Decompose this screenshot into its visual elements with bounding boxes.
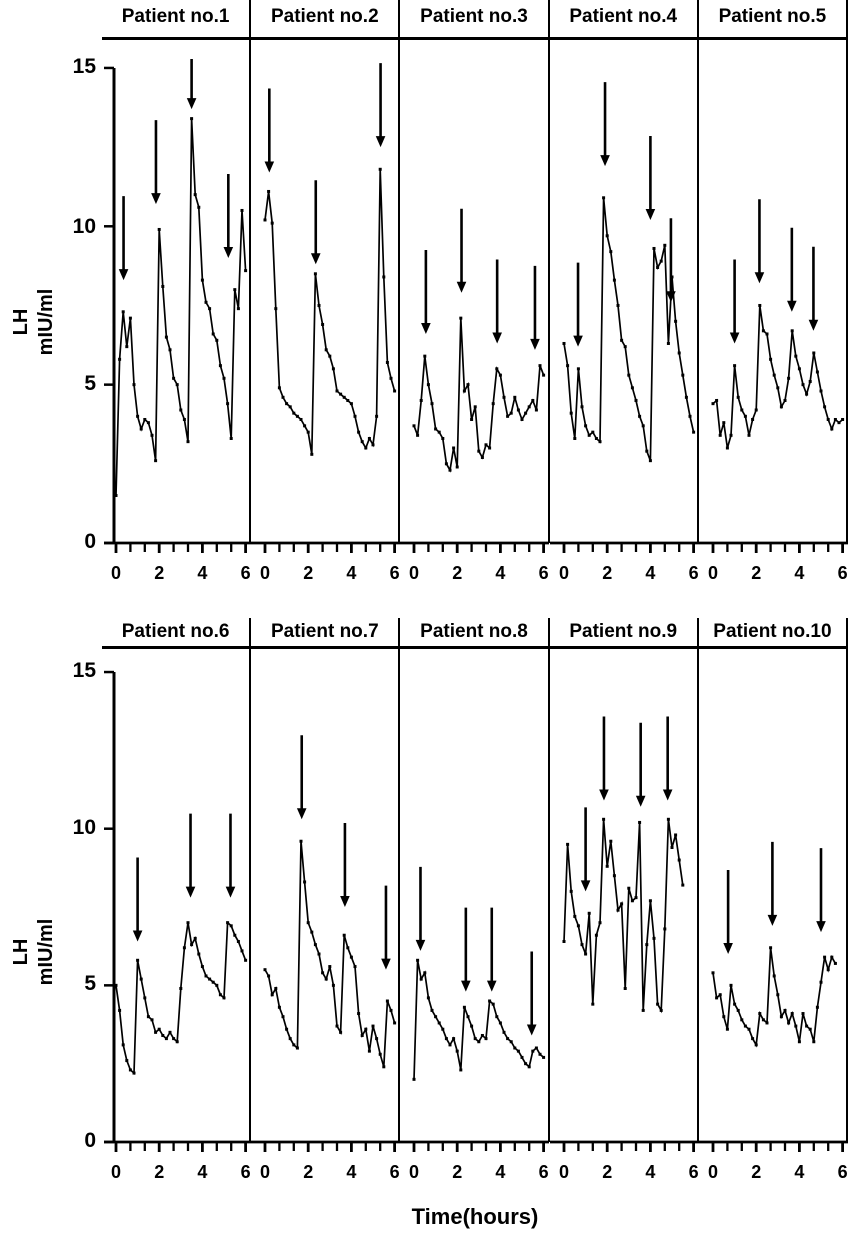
- panel-title: Patient no.6: [121, 621, 230, 642]
- svg-text:2: 2: [453, 563, 463, 583]
- svg-text:4: 4: [496, 563, 506, 583]
- y-tick-label-0-row2: 0: [84, 1129, 96, 1152]
- panel-patient-5: Patient no.5 0 2 4 6: [698, 0, 849, 583]
- lh-plot-patient-2: 0 2 4 6: [251, 63, 401, 583]
- panel-patient-3: Patient no.3 0 2 4 6: [400, 0, 550, 583]
- svg-text:6: 6: [241, 563, 251, 583]
- svg-text:6: 6: [837, 1162, 847, 1182]
- svg-text:4: 4: [645, 563, 655, 583]
- svg-text:2: 2: [154, 1162, 164, 1182]
- y-axis-title-row2: LH mIU/ml: [9, 867, 73, 1037]
- lh-plot-patient-7: 0 2 4 6: [251, 735, 401, 1182]
- svg-text:0: 0: [708, 1162, 718, 1182]
- svg-text:6: 6: [688, 1162, 698, 1182]
- panel-patient-2: Patient no.2 0 2 4 6: [251, 0, 401, 583]
- svg-text:6: 6: [390, 1162, 400, 1182]
- svg-text:0: 0: [409, 563, 419, 583]
- svg-text:0: 0: [111, 563, 121, 583]
- y-tick-label-5-row1: 5: [84, 372, 96, 395]
- svg-text:2: 2: [751, 1162, 761, 1182]
- svg-text:4: 4: [496, 1162, 506, 1182]
- panel-patient-9: Patient no.9 0 2 4 6: [549, 618, 699, 1182]
- svg-text:0: 0: [708, 563, 718, 583]
- x-axis-title: Time(hours): [411, 1204, 539, 1229]
- lh-plot-patient-10: 0 2 4 6: [698, 841, 848, 1182]
- lh-plot-patient-9: 0 2 4 6: [549, 716, 699, 1182]
- lh-plot-patient-1: 0 2 4 6: [104, 59, 251, 583]
- svg-text:0: 0: [559, 1162, 569, 1182]
- y-tick-label-15-row1: 15: [72, 55, 96, 78]
- y-tick-label-15-row2: 15: [72, 659, 96, 682]
- svg-text:0: 0: [260, 1162, 270, 1182]
- svg-text:4: 4: [794, 563, 804, 583]
- y-axis-title-units: mIU/ml: [35, 288, 57, 356]
- panel-patient-1: Patient no.1 0 2 4 6: [102, 0, 252, 583]
- panel-title: Patient no.7: [270, 621, 379, 642]
- svg-text:2: 2: [303, 563, 313, 583]
- lh-plot-patient-8: 0 2 4 6: [400, 866, 550, 1182]
- panel-title: Patient no.2: [270, 6, 379, 27]
- panel-title: Patient no.8: [420, 621, 528, 642]
- y-tick-label-0-row1: 0: [84, 530, 96, 553]
- header-underline-row1: [102, 37, 848, 40]
- svg-text:2: 2: [453, 1162, 463, 1182]
- header-underline-row2: [102, 646, 848, 649]
- lh-plot-patient-4: 0 2 4 6: [549, 82, 699, 583]
- svg-text:4: 4: [347, 1162, 357, 1182]
- panel-row-1: Patient no.1 0 2 4 6 Patient no.2 0 2 4 6 Pati…: [102, 0, 849, 583]
- lh-plot-patient-3: 0 2 4 6: [400, 208, 550, 583]
- panel-title: Patient no.10: [713, 621, 832, 642]
- svg-text:6: 6: [539, 563, 549, 583]
- y-axis-title-lh: LH: [10, 938, 32, 966]
- svg-text:2: 2: [751, 563, 761, 583]
- svg-text:4: 4: [197, 1162, 207, 1182]
- y-tick-label-10-row2: 10: [72, 816, 96, 839]
- panel-title: Patient no.9: [569, 621, 678, 642]
- panel-patient-10: Patient no.10 0 2 4 6: [698, 618, 849, 1182]
- svg-text:4: 4: [197, 563, 207, 583]
- lh-plot-patient-6: 0 2 4 6: [104, 670, 251, 1182]
- svg-text:2: 2: [602, 1162, 612, 1182]
- svg-text:6: 6: [837, 563, 847, 583]
- y-axis-title-units: mIU/ml: [35, 918, 57, 986]
- svg-text:2: 2: [303, 1162, 313, 1182]
- svg-text:0: 0: [260, 563, 270, 583]
- panel-title: Patient no.3: [420, 6, 528, 27]
- svg-text:4: 4: [794, 1162, 804, 1182]
- panel-patient-4: Patient no.4 0 2 4 6: [549, 0, 699, 583]
- lh-plot-patient-5: 0 2 4 6: [698, 199, 848, 583]
- svg-text:0: 0: [559, 563, 569, 583]
- svg-text:6: 6: [241, 1162, 251, 1182]
- svg-text:6: 6: [688, 563, 698, 583]
- svg-text:6: 6: [390, 563, 400, 583]
- y-axis-title-row1: LH mIU/ml: [9, 237, 73, 407]
- svg-text:6: 6: [539, 1162, 549, 1182]
- y-tick-label-5-row2: 5: [84, 972, 96, 995]
- panel-patient-7: Patient no.7 0 2 4 6: [251, 618, 401, 1182]
- panel-title: Patient no.1: [121, 6, 230, 27]
- svg-text:2: 2: [602, 563, 612, 583]
- panel-title: Patient no.4: [569, 6, 678, 27]
- svg-text:4: 4: [645, 1162, 655, 1182]
- svg-text:2: 2: [154, 563, 164, 583]
- y-axis-title-lh: LH: [10, 308, 32, 336]
- svg-text:0: 0: [409, 1162, 419, 1182]
- svg-text:4: 4: [347, 563, 357, 583]
- svg-text:0: 0: [111, 1162, 121, 1182]
- panel-row-2: Patient no.6 0 2 4 6 Patient no.7 0 2 4 6 Pati…: [102, 618, 849, 1182]
- y-tick-label-10-row1: 10: [72, 215, 96, 238]
- panel-patient-8: Patient no.8 0 2 4 6: [400, 618, 550, 1182]
- panel-patient-6: Patient no.6 0 2 4 6: [102, 618, 252, 1182]
- panel-title: Patient no.5: [718, 6, 827, 27]
